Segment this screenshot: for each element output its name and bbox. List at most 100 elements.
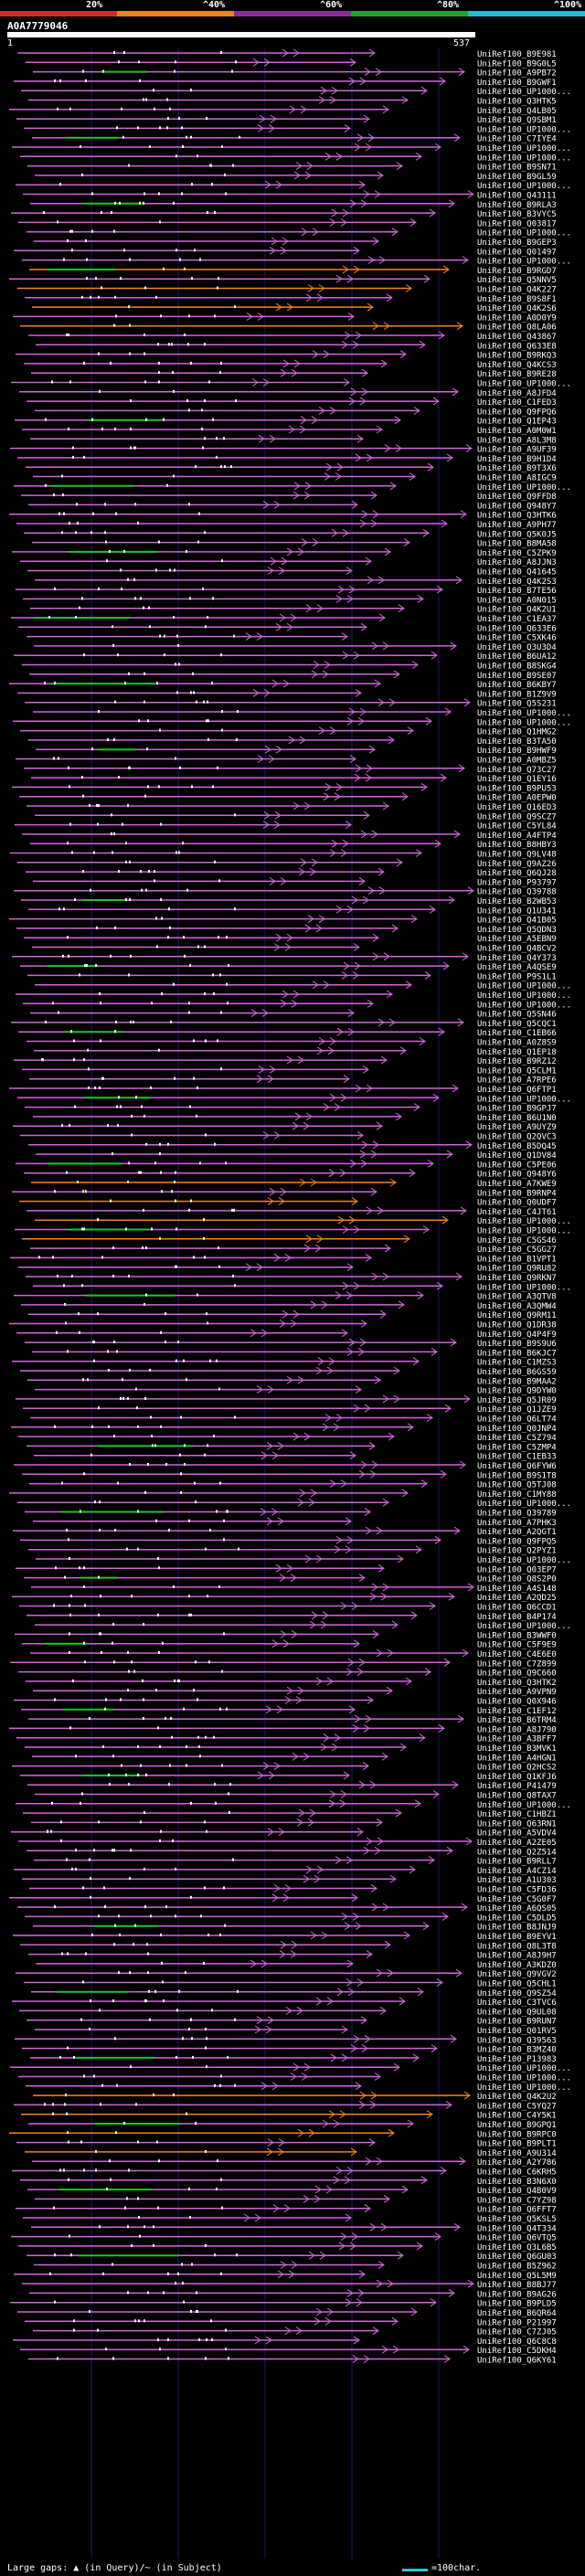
gap-marker xyxy=(197,1735,199,1739)
hit-label: UniRef100_B6KJC7 xyxy=(477,1349,557,1358)
hit-label: UniRef100_UP1000... xyxy=(477,991,571,1001)
gap-marker xyxy=(227,2055,229,2059)
hit-strand-arrow xyxy=(394,416,401,425)
hit-label: UniRef100_Q5L5M9 xyxy=(477,2272,557,2281)
hit-strand-arrow xyxy=(369,1592,377,1601)
gap-marker xyxy=(157,2337,159,2341)
hit-strand-arrow xyxy=(316,1046,324,1055)
hit-strand-arrow xyxy=(308,2128,315,2137)
gap-marker xyxy=(143,201,144,205)
hit-label: UniRef100_A4S148 xyxy=(477,1585,557,1594)
hit-strand-arrow xyxy=(405,284,412,292)
hit-strand-arrow xyxy=(328,2110,335,2119)
gap-marker xyxy=(203,1961,205,1965)
hit-strand-arrow xyxy=(353,246,360,255)
hit-label: UniRef100_C1HBZ1 xyxy=(477,1810,557,1819)
gap-marker xyxy=(82,69,84,73)
hit-strand-arrow xyxy=(334,1733,341,1743)
hit-strand-arrow xyxy=(368,48,376,58)
hit-strand-arrow xyxy=(307,915,314,924)
gap-marker xyxy=(67,239,69,242)
gap-marker xyxy=(69,1613,71,1617)
hit-strand-arrow xyxy=(331,86,338,95)
hit-strand-arrow xyxy=(250,1009,258,1018)
gap-marker xyxy=(63,1284,65,1288)
gap-marker xyxy=(80,1801,81,1805)
hit-label: UniRef100_P93797 xyxy=(477,878,557,887)
gap-marker xyxy=(157,1613,159,1617)
hit-strand-arrow xyxy=(321,1931,328,1940)
gap-marker xyxy=(158,540,160,544)
gap-marker xyxy=(94,1087,96,1089)
hit-strand-arrow xyxy=(338,2242,346,2251)
gap-marker xyxy=(190,1199,192,1203)
gap-marker xyxy=(111,813,112,817)
hit-label: UniRef100_B8SKG4 xyxy=(477,663,557,672)
gap-marker xyxy=(225,1161,227,1165)
gap-marker xyxy=(114,1529,116,1532)
hit-label: UniRef100_Q5CLM1 xyxy=(477,1066,557,1076)
hit-label: UniRef100_Q5SN46 xyxy=(477,1011,557,1020)
hit-label: UniRef100_A8J790 xyxy=(477,1725,557,1734)
hit-strand-arrow xyxy=(367,133,375,143)
hit-strand-arrow xyxy=(463,698,471,707)
hit-strand-arrow xyxy=(411,661,419,669)
hit-strand-arrow xyxy=(355,688,362,697)
hit-strand-arrow xyxy=(357,716,365,726)
hit-strand-arrow xyxy=(337,585,345,594)
hit-strand-arrow xyxy=(360,1320,367,1328)
gap-marker xyxy=(120,1698,122,1701)
gap-marker xyxy=(72,446,74,450)
gap-marker xyxy=(161,992,163,995)
hit-strand-arrow xyxy=(351,500,358,509)
gap-marker xyxy=(71,851,73,854)
hit-strand-arrow xyxy=(355,1922,362,1931)
hit-strand-arrow xyxy=(303,2062,311,2072)
gap-marker xyxy=(93,1359,95,1362)
hit-strand-arrow xyxy=(365,1526,372,1535)
hit-strand-arrow xyxy=(349,1159,356,1168)
hit-strand-arrow xyxy=(359,2091,367,2100)
hit-label: UniRef100_A8JJN3 xyxy=(477,558,557,567)
gap-marker xyxy=(68,2178,69,2181)
hit-strand-arrow xyxy=(448,2288,455,2297)
gap-marker xyxy=(91,192,93,196)
hit-strand-arrow xyxy=(457,1714,464,1723)
hit-strand-arrow xyxy=(346,2288,354,2297)
hit-strand-arrow xyxy=(283,2204,291,2213)
gap-marker xyxy=(188,503,190,506)
gap-marker xyxy=(157,1726,159,1730)
gap-marker xyxy=(193,1256,195,1259)
hit-label: UniRef100_A3QTV8 xyxy=(477,1293,557,1302)
gap-marker xyxy=(129,258,131,261)
hit-label: UniRef100_C4JT61 xyxy=(477,1208,557,1217)
hit-strand-arrow xyxy=(305,1112,313,1121)
hit-label: UniRef100_B9S1T8 xyxy=(477,1471,557,1480)
gap-marker xyxy=(173,982,175,986)
hit-strand-arrow xyxy=(432,1790,440,1798)
gap-marker xyxy=(168,907,170,911)
gap-marker xyxy=(134,2319,136,2323)
hit-strand-arrow xyxy=(299,1489,306,1498)
hit-label: UniRef100_UP1000... xyxy=(477,1283,571,1292)
hit-label: UniRef100_Q5JR09 xyxy=(477,1396,557,1405)
hit-strand-arrow xyxy=(329,406,336,415)
hit-strand-arrow xyxy=(354,961,361,970)
gap-marker xyxy=(38,1256,40,1259)
hit-strand-arrow xyxy=(396,162,403,171)
hit-strand-arrow xyxy=(365,143,372,152)
gap-marker xyxy=(69,1632,70,1636)
gap-marker xyxy=(143,1698,144,1701)
gap-marker xyxy=(178,663,180,666)
hit-strand-arrow xyxy=(458,764,465,773)
hit-strand-arrow xyxy=(358,180,366,189)
hit-strand-arrow xyxy=(445,2100,452,2109)
gap-marker xyxy=(170,1717,172,1721)
gap-marker xyxy=(133,578,135,581)
hit-strand-arrow xyxy=(346,905,354,914)
gap-marker xyxy=(117,653,119,657)
hit-label: UniRef100_B3TA50 xyxy=(477,737,557,747)
hit-label: UniRef100_Q4KCS3 xyxy=(477,361,557,370)
hit-label: UniRef100_B9GPJ7 xyxy=(477,1105,557,1114)
gap-marker xyxy=(81,1227,83,1231)
